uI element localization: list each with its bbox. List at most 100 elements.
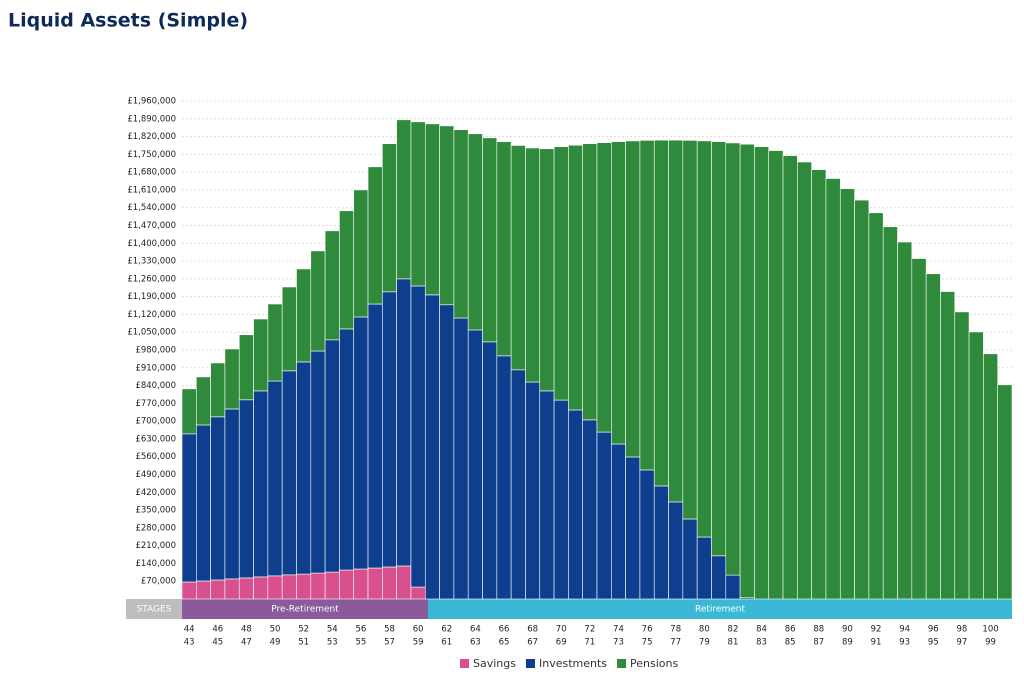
bar-segment <box>396 565 412 600</box>
x-tick-label: 98 <box>956 625 967 635</box>
bar-segment <box>568 409 583 600</box>
bar-segment <box>682 518 698 600</box>
x-tick-label: 92 <box>871 625 882 635</box>
bar-segment <box>825 178 841 600</box>
bar-segment <box>925 273 941 600</box>
bar-segment <box>797 161 812 600</box>
x-tick-label: 65 <box>499 638 510 648</box>
x-tick-label: 43 <box>184 638 195 648</box>
bar-segment <box>267 380 283 577</box>
bar-segment <box>854 199 870 600</box>
bar-segment <box>510 369 526 600</box>
bar-segment <box>353 568 369 600</box>
y-tick-label: £630,000 <box>135 434 176 444</box>
y-tick-label: £700,000 <box>135 417 176 427</box>
x-tick-label: 51 <box>298 638 309 648</box>
bar-segment <box>424 123 440 296</box>
bar-segment <box>668 139 684 503</box>
bar-segment <box>725 574 741 600</box>
bar-segment <box>768 150 784 600</box>
x-tick-label: 74 <box>613 625 624 635</box>
bar-segment <box>911 258 927 600</box>
bar-segment <box>639 140 655 471</box>
legend: Savings Investments Pensions <box>460 657 679 670</box>
bar-segment <box>267 575 283 600</box>
y-tick-label: £1,960,000 <box>127 97 176 107</box>
x-tick-label: 80 <box>699 625 710 635</box>
bar-segment <box>739 143 755 599</box>
bar-segment <box>596 142 612 433</box>
chart-title: Liquid Assets (Simple) <box>8 10 248 32</box>
x-tick-label: 71 <box>584 638 595 648</box>
x-tick-label: 87 <box>813 638 824 648</box>
y-tick-label: £1,050,000 <box>127 328 176 338</box>
bar-segment <box>253 390 269 578</box>
legend-swatch <box>525 659 535 668</box>
bar-segment <box>196 424 211 582</box>
x-tick-label: 48 <box>241 625 252 635</box>
bar-segment <box>711 141 727 557</box>
bar-segment <box>568 144 583 411</box>
x-tick-label: 81 <box>728 638 739 648</box>
y-tick-label: £280,000 <box>135 523 176 533</box>
y-tick-label: £1,470,000 <box>127 221 176 231</box>
bar-segment <box>296 573 312 600</box>
bar-segment <box>238 334 254 401</box>
x-tick-label: 79 <box>699 638 710 648</box>
bar-segment <box>324 230 340 341</box>
x-tick-label: 85 <box>785 638 796 648</box>
x-tick-label: 86 <box>785 625 796 635</box>
x-tick-label: 97 <box>956 638 967 648</box>
x-tick-label: 99 <box>985 638 996 648</box>
y-tick-label: £1,120,000 <box>127 310 176 320</box>
bar-segment <box>653 485 669 600</box>
y-tick-label: £1,890,000 <box>127 114 176 124</box>
x-tick-label: 93 <box>899 638 910 648</box>
legend-label: Pensions <box>630 657 678 670</box>
bar-segment <box>410 586 426 600</box>
y-tick-label: £1,610,000 <box>127 185 176 195</box>
bar-segment <box>324 339 340 573</box>
bar-segment <box>382 143 397 293</box>
bar-segment <box>983 353 998 600</box>
bar-segment <box>339 328 355 571</box>
bar-segment <box>811 169 827 600</box>
bar-segment <box>224 348 240 410</box>
y-tick-label: £70,000 <box>141 577 176 587</box>
bar-segment <box>281 574 297 600</box>
x-tick-label: 57 <box>384 638 395 648</box>
y-tick-label: £1,330,000 <box>127 257 176 267</box>
x-tick-label: 88 <box>813 625 824 635</box>
x-tick-label: 94 <box>899 625 910 635</box>
x-tick-label: 55 <box>355 638 366 648</box>
x-tick-label: 89 <box>842 638 853 648</box>
y-tick-label: £910,000 <box>135 363 176 373</box>
bar-segment <box>510 145 526 371</box>
y-tick-label: £350,000 <box>135 506 176 516</box>
stages-label: STAGES <box>137 605 172 615</box>
bar-segment <box>954 311 970 600</box>
y-tick-label: £140,000 <box>135 559 176 569</box>
x-tick-label: 68 <box>527 625 538 635</box>
bar-segment <box>539 390 555 600</box>
y-tick-label: £420,000 <box>135 488 176 498</box>
bar-segment <box>210 579 226 600</box>
x-tick-label: 66 <box>499 625 510 635</box>
bar-segment <box>496 355 512 600</box>
x-tick-label: 95 <box>928 638 939 648</box>
bar-segment <box>310 250 326 352</box>
bar-segment <box>196 580 211 600</box>
bar-segment <box>396 119 412 280</box>
x-tick-label: 70 <box>556 625 567 635</box>
bar-segment <box>696 536 712 600</box>
bar-segment <box>553 399 569 600</box>
bar-segment <box>553 146 569 401</box>
y-tick-label: £840,000 <box>135 381 176 391</box>
bar-segment <box>382 291 397 568</box>
x-tick-label: 46 <box>212 625 223 635</box>
x-tick-label: 50 <box>270 625 281 635</box>
bar-segment <box>711 555 727 600</box>
y-tick-label: £490,000 <box>135 470 176 480</box>
stage-label: Retirement <box>695 605 745 615</box>
x-tick-label: 100 <box>982 625 998 635</box>
